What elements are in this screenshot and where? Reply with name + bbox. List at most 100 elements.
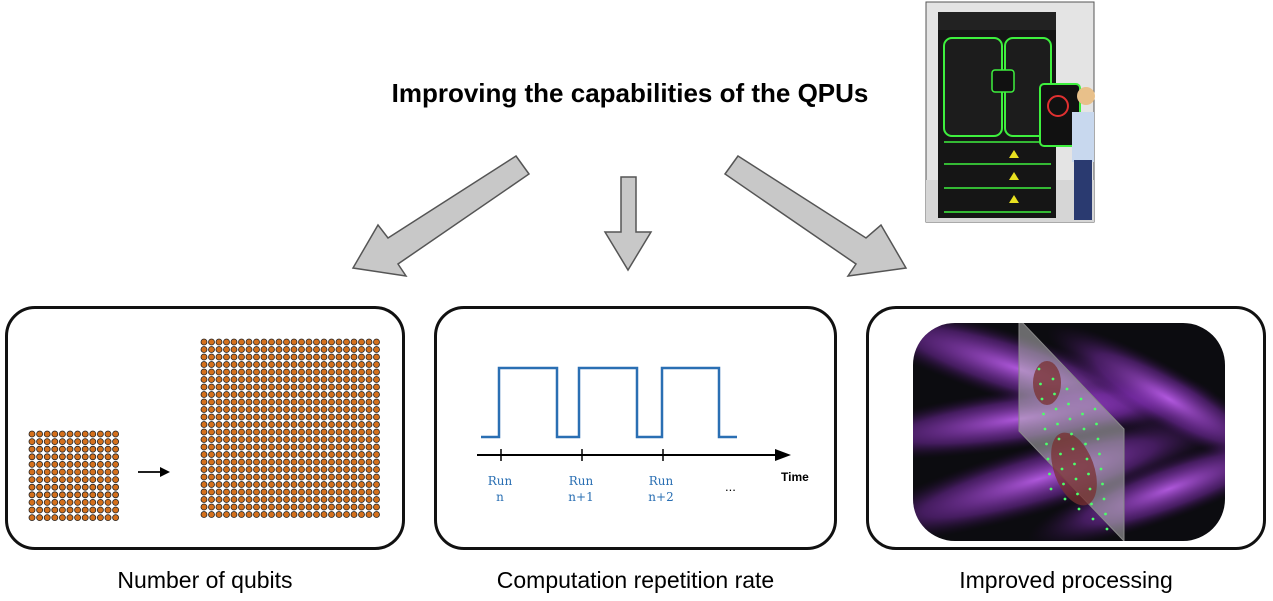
- qubit: [335, 421, 343, 428]
- atom-dot: [1096, 437, 1100, 441]
- qubit: [238, 346, 245, 353]
- qubit: [313, 398, 320, 406]
- qubit: [305, 346, 313, 353]
- qubit: [268, 406, 275, 413]
- qubit: [260, 451, 268, 458]
- qubit: [283, 443, 290, 451]
- qubit: [328, 398, 335, 406]
- qubit: [305, 383, 313, 391]
- qubit: [268, 346, 275, 353]
- qubit: [97, 438, 104, 446]
- qubit: [268, 398, 275, 406]
- qubit: [253, 413, 260, 421]
- qubit: [328, 413, 335, 421]
- qubit: [313, 376, 320, 383]
- qubit: [223, 368, 230, 376]
- qubit: [200, 376, 208, 383]
- qubit: [305, 466, 313, 473]
- qubit: [358, 488, 365, 496]
- qubit: [230, 443, 238, 451]
- qubit: [238, 398, 245, 406]
- qubit: [59, 430, 66, 438]
- qubit: [298, 488, 305, 496]
- qubit: [200, 443, 208, 451]
- qubit: [298, 503, 305, 511]
- qubit: [215, 466, 223, 473]
- qubit: [112, 468, 119, 476]
- qubit: [320, 488, 328, 496]
- qubit: [313, 436, 320, 443]
- qubit: [230, 496, 238, 503]
- qubit: [104, 498, 112, 506]
- qubit: [343, 353, 350, 361]
- qubit: [260, 361, 268, 368]
- qubit: [28, 514, 36, 522]
- qubit: [305, 473, 313, 481]
- qubit: [215, 353, 223, 361]
- qubit: [365, 338, 373, 346]
- qubit: [298, 496, 305, 503]
- qubit: [313, 346, 320, 353]
- qubit: [238, 391, 245, 398]
- qubit: [283, 361, 290, 368]
- qubit: [59, 498, 66, 506]
- qubit: [89, 491, 97, 499]
- qubit: [328, 391, 335, 398]
- qubit: [365, 346, 373, 353]
- qubit: [51, 460, 59, 468]
- qubit: [343, 368, 350, 376]
- qubit: [223, 361, 230, 368]
- qubit: [245, 346, 253, 353]
- qubit: [59, 453, 66, 461]
- qubit: [238, 413, 245, 421]
- qubit: [350, 353, 358, 361]
- qubit: [283, 451, 290, 458]
- run-label-2: Run: [569, 474, 594, 488]
- caption-qubits: Number of qubits: [117, 567, 293, 593]
- atom-dot: [1053, 392, 1056, 396]
- qubit: [305, 436, 313, 443]
- qubit: [104, 506, 112, 514]
- atom-dot: [1037, 367, 1041, 371]
- qubit: [275, 466, 283, 473]
- qubit: [223, 353, 230, 361]
- qubit: [97, 430, 104, 438]
- qubit: [268, 436, 275, 443]
- qubit: [290, 376, 298, 383]
- qubit: [66, 468, 74, 476]
- qubit: [365, 391, 373, 398]
- qubit: [350, 466, 358, 473]
- qubit: [305, 376, 313, 383]
- qubit: [328, 458, 335, 466]
- qubit: [245, 511, 253, 518]
- qubit: [365, 466, 373, 473]
- qubit: [260, 458, 268, 466]
- qubit: [223, 496, 230, 503]
- qubit: [335, 443, 343, 451]
- qubit: [43, 476, 51, 484]
- qubit: [215, 383, 223, 391]
- qubit: [230, 436, 238, 443]
- qubit: [66, 476, 74, 484]
- qubit: [238, 458, 245, 466]
- qubit: [290, 406, 298, 413]
- qubit: [283, 511, 290, 518]
- qubit: [268, 391, 275, 398]
- qubit: [283, 383, 290, 391]
- qubit: [268, 511, 275, 518]
- diagram-title: Improving the capabilities of the QPUs: [391, 78, 869, 108]
- qubit: [275, 488, 283, 496]
- qubit: [313, 451, 320, 458]
- qubit: [290, 496, 298, 503]
- qubit: [335, 346, 343, 353]
- qubit: [36, 498, 44, 506]
- qubit: [66, 506, 74, 514]
- qubit: [238, 368, 245, 376]
- qubit: [328, 361, 335, 368]
- qubit: [51, 438, 59, 446]
- qubit: [343, 458, 350, 466]
- qubit: [268, 466, 275, 473]
- atom-dot: [1090, 502, 1093, 506]
- qubit: [223, 481, 230, 488]
- qubit: [373, 511, 380, 518]
